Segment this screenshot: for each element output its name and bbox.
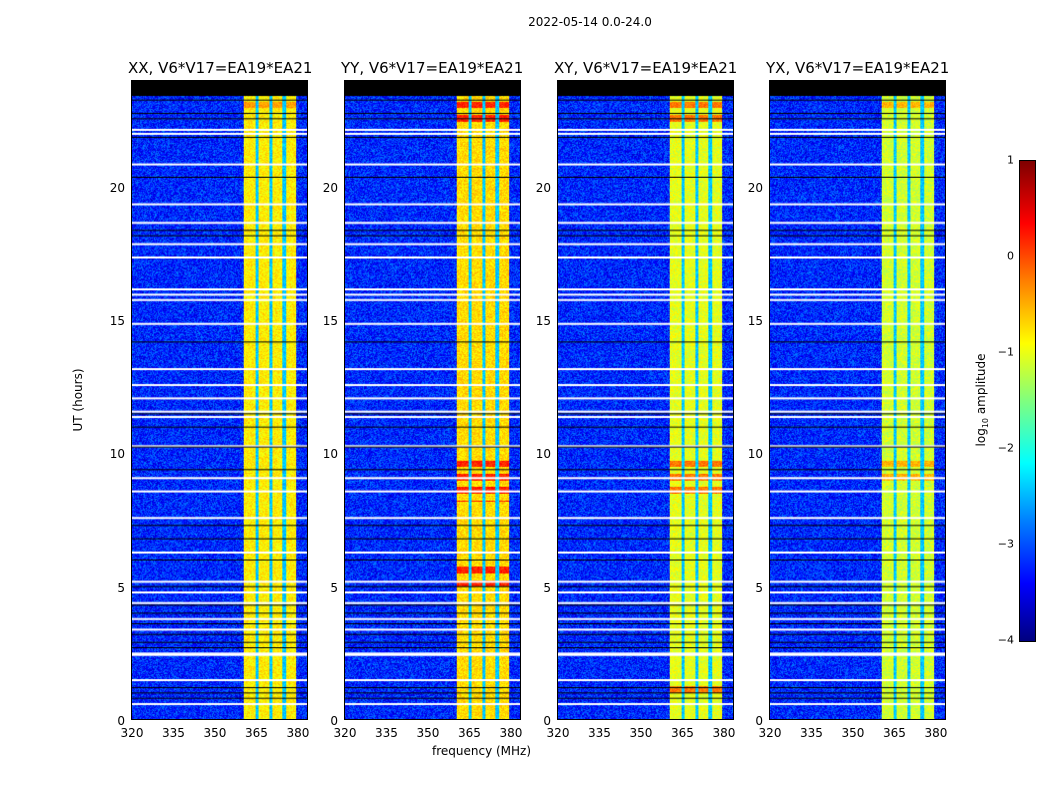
x-tick-label: 365 xyxy=(458,726,481,740)
heatmap-image xyxy=(770,81,945,719)
figure-title: 2022-05-14 0.0-24.0 xyxy=(528,15,652,29)
x-tick-label: 380 xyxy=(499,726,523,740)
x-tick-label: 380 xyxy=(712,726,736,740)
spectrogram-panel-1: YY, V6*V17=EA19*EA21 0 5 10 15 20 320 335 350 365… xyxy=(323,59,524,740)
y-tick-label: 10 xyxy=(747,447,763,462)
spectrogram-panel-3: YX, V6*V17=EA19*EA21 0 5 10 15 20 320 335 350 365… xyxy=(748,59,950,740)
heatmap-image xyxy=(558,81,733,719)
spectrogram-panel-2: XY, V6*V17=EA19*EA21 0 5 10 15 20 320 335 350 365… xyxy=(536,59,738,740)
y-tick-label: 0 xyxy=(543,714,551,728)
x-tick-label: 320 xyxy=(333,726,357,740)
y-tick-label: 10 xyxy=(535,447,551,462)
panel-title: XX, V6*V17=EA19*EA21 xyxy=(128,59,313,77)
y-tick-label: 15 xyxy=(109,314,125,328)
y-tick-label: 15 xyxy=(535,314,551,328)
panel-title: XY, V6*V17=EA19*EA21 xyxy=(554,59,738,77)
colorbar-tick-label: −4 xyxy=(997,633,1014,647)
colorbar-tick-label: 0 xyxy=(1007,249,1014,263)
colorbar-tick-label: −2 xyxy=(997,441,1014,455)
x-tick-label: 335 xyxy=(588,726,611,740)
x-tick-label: 335 xyxy=(800,726,823,740)
x-tick-label: 320 xyxy=(120,726,144,740)
heatmap-image xyxy=(345,81,520,719)
colorbar-tick-label: −3 xyxy=(997,537,1014,551)
y-tick-label: 5 xyxy=(330,580,338,595)
x-tick-label: 335 xyxy=(162,726,185,740)
x-tick-label: 350 xyxy=(629,726,653,740)
colorbar-label: log10 amplitude xyxy=(973,353,991,447)
y-tick-label: 20 xyxy=(322,180,338,195)
y-tick-label: 5 xyxy=(755,580,763,595)
y-tick-label: 0 xyxy=(117,714,125,728)
x-tick-label: 350 xyxy=(416,726,440,740)
y-tick-label: 10 xyxy=(109,447,125,462)
y-tick-label: 20 xyxy=(747,180,763,195)
y-tick-label: 0 xyxy=(755,714,763,728)
x-tick-label: 350 xyxy=(841,726,865,740)
spectrogram-panel-0: XX, V6*V17=EA19*EA21 0 5 10 15 20 320 335 350 365… xyxy=(110,59,313,740)
y-tick-label: 20 xyxy=(535,180,551,195)
heatmap-image xyxy=(132,81,307,719)
panel-title: YY, V6*V17=EA19*EA21 xyxy=(341,59,524,77)
colorbar-tick-label: 1 xyxy=(1007,153,1014,167)
x-tick-label: 365 xyxy=(245,726,268,740)
y-tick-label: 5 xyxy=(117,580,125,595)
x-tick-label: 335 xyxy=(375,726,398,740)
x-tick-label: 365 xyxy=(883,726,906,740)
y-tick-label: 10 xyxy=(322,447,338,462)
y-tick-label: 20 xyxy=(109,180,125,195)
y-tick-label: 15 xyxy=(747,314,763,328)
x-tick-label: 320 xyxy=(758,726,782,740)
y-tick-label: 0 xyxy=(330,714,338,728)
x-tick-label: 320 xyxy=(546,726,570,740)
x-tick-label: 380 xyxy=(286,726,310,740)
colorbar xyxy=(1019,160,1036,642)
x-tick-label: 380 xyxy=(924,726,948,740)
panel-title: YX, V6*V17=EA19*EA21 xyxy=(766,59,950,77)
x-tick-label: 365 xyxy=(671,726,694,740)
y-tick-label: 5 xyxy=(543,580,551,595)
y-axis-label: UT (hours) xyxy=(71,368,85,432)
colorbar-tick-label: −1 xyxy=(997,345,1014,359)
x-tick-label: 350 xyxy=(203,726,227,740)
y-tick-label: 15 xyxy=(322,314,338,328)
x-axis-label: frequency (MHz) xyxy=(432,744,532,758)
